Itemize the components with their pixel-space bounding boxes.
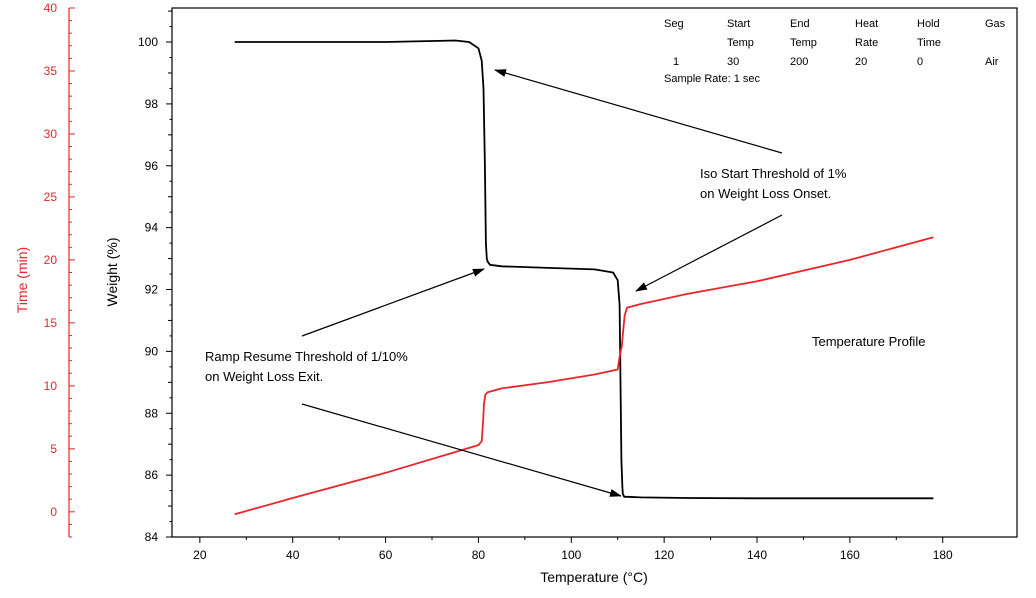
x-axis-title: Temperature (°C) <box>540 569 648 585</box>
temperature-profile-line <box>234 236 934 516</box>
table-cell-end: 200 <box>790 56 808 68</box>
time-tick-label: 0 <box>50 505 57 519</box>
x-tick-label: 80 <box>472 548 486 562</box>
table-subheader-start: Temp <box>727 37 754 49</box>
weight-tick-label: 98 <box>145 97 159 111</box>
x-tick-label: 160 <box>840 548 860 562</box>
table-header-gas: Gas <box>985 18 1006 30</box>
temperature-profile-label: Temperature Profile <box>812 334 925 349</box>
ramp-resume-note-line2: on Weight Loss Exit. <box>205 369 323 384</box>
weight-tick-label: 96 <box>145 159 159 173</box>
plot-frame <box>171 7 1018 538</box>
x-tick-label: 120 <box>654 548 674 562</box>
table-header-hold: Hold <box>917 18 940 30</box>
weight-axis: 84 86 88 90 92 94 96 98 100 <box>138 10 172 544</box>
table-cell-gas: Air <box>985 56 999 68</box>
annotations: Iso Start Threshold of 1% on Weight Loss… <box>205 69 925 497</box>
method-table: Seg Start End Heat Hold Gas Temp Temp Ra… <box>664 18 1006 85</box>
time-tick-label: 25 <box>44 190 58 204</box>
table-sample-rate: Sample Rate: 1 sec <box>664 73 760 85</box>
arrow-iso-start-to-onset <box>494 69 783 154</box>
arrow-iso-start-to-second-onset <box>635 214 783 292</box>
series-layer <box>234 39 934 516</box>
table-cell-hold: 0 <box>917 56 923 68</box>
x-tick-label: 20 <box>193 548 207 562</box>
time-tick-label: 10 <box>44 379 58 393</box>
table-cell-start: 30 <box>727 56 739 68</box>
time-tick-label: 15 <box>44 316 58 330</box>
time-tick-label: 5 <box>50 442 57 456</box>
x-tick-label: 60 <box>379 548 393 562</box>
weight-tick-label: 100 <box>138 35 158 49</box>
weight-tick-label: 88 <box>145 406 159 420</box>
table-header-heat: Heat <box>855 18 878 30</box>
table-subheader-heat: Rate <box>855 37 878 49</box>
table-cell-seg: 1 <box>673 56 679 68</box>
x-tick-label: 180 <box>933 548 953 562</box>
time-axis-title: Time (min) <box>14 247 30 313</box>
time-axis: 0 5 10 15 20 25 30 35 40 <box>44 1 75 538</box>
time-tick-label: 20 <box>44 253 58 267</box>
ramp-resume-note-line1: Ramp Resume Threshold of 1/10% <box>205 349 408 364</box>
iso-start-note-line1: Iso Start Threshold of 1% <box>700 166 847 181</box>
x-tick-label: 140 <box>747 548 767 562</box>
time-tick-label: 40 <box>44 1 58 15</box>
x-axis: 20 40 60 80 100 120 140 160 180 <box>193 537 953 562</box>
x-tick-label: 100 <box>561 548 581 562</box>
weight-tick-label: 92 <box>145 283 159 297</box>
x-tick-label: 40 <box>286 548 300 562</box>
table-header-start: Start <box>727 18 750 30</box>
iso-start-note-line2: on Weight Loss Onset. <box>700 186 831 201</box>
weight-tick-label: 86 <box>145 468 159 482</box>
time-tick-label: 35 <box>44 64 58 78</box>
weight-tick-label: 90 <box>145 344 159 358</box>
time-tick-label: 30 <box>44 127 58 141</box>
table-subheader-end: Temp <box>790 37 817 49</box>
table-header-seg: Seg <box>664 18 684 30</box>
arrow-ramp-resume-to-first-exit <box>301 268 485 337</box>
arrow-ramp-resume-to-second-exit <box>301 403 622 497</box>
weight-axis-title: Weight (%) <box>104 238 120 307</box>
table-header-end: End <box>790 18 810 30</box>
table-subheader-hold: Time <box>917 37 941 49</box>
weight-tick-label: 84 <box>145 530 159 544</box>
weight-tick-label: 94 <box>145 221 159 235</box>
weight-line <box>234 39 934 500</box>
table-cell-heat: 20 <box>855 56 867 68</box>
